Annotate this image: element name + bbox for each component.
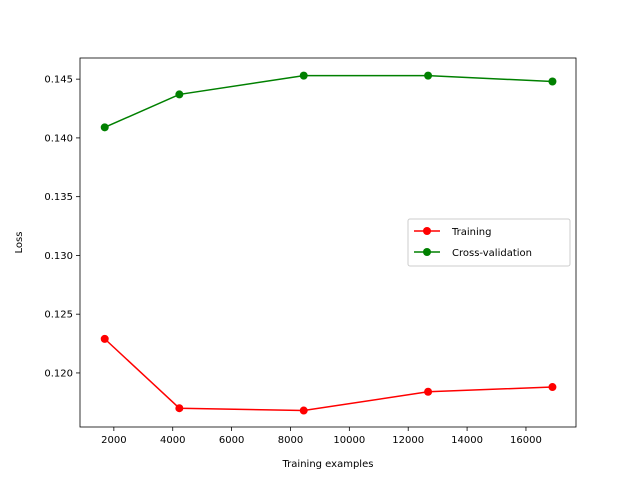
legend-box — [407, 218, 571, 267]
training-point — [175, 404, 184, 413]
axes-frame — [79, 57, 577, 428]
legend-training-label: Training — [451, 227, 491, 238]
y-tick-label: 0.140 — [44, 133, 73, 144]
y-tick-label: 0.125 — [44, 310, 73, 321]
cross-validation-point — [548, 77, 557, 86]
y-tick-label: 0.130 — [44, 251, 73, 262]
x-tick-label: 16000 — [510, 435, 542, 446]
training-point — [424, 387, 433, 396]
x-tick-label: 14000 — [451, 435, 483, 446]
x-axis-label: Training examples — [282, 459, 374, 470]
cross-validation-point — [100, 123, 109, 132]
x-tick-label: 12000 — [392, 435, 424, 446]
y-tick-label: 0.135 — [44, 192, 73, 203]
y-tick-label: 0.120 — [44, 368, 73, 379]
legend-cross-validation-marker — [423, 248, 431, 256]
x-tick-label: 2000 — [101, 435, 126, 446]
cross-validation-point — [299, 71, 308, 80]
legend-training-marker — [423, 227, 431, 235]
x-tick-label: 8000 — [278, 435, 303, 446]
training-point — [299, 406, 308, 415]
cross-validation-point — [424, 71, 433, 80]
y-tick-label: 0.145 — [44, 75, 73, 86]
x-tick-label: 6000 — [219, 435, 244, 446]
legend-cross-validation-label: Cross-validation — [452, 248, 532, 259]
training-point — [100, 334, 109, 343]
x-tick-label: 10000 — [333, 435, 365, 446]
cross-validation-point — [175, 90, 184, 99]
y-axis-label: Loss — [14, 232, 25, 254]
training-point — [548, 383, 557, 392]
plot-layer: 2000 4000 6000 8000 10000 12000 14000 16000 0.12… — [44, 57, 577, 446]
x-tick-label: 4000 — [160, 435, 185, 446]
